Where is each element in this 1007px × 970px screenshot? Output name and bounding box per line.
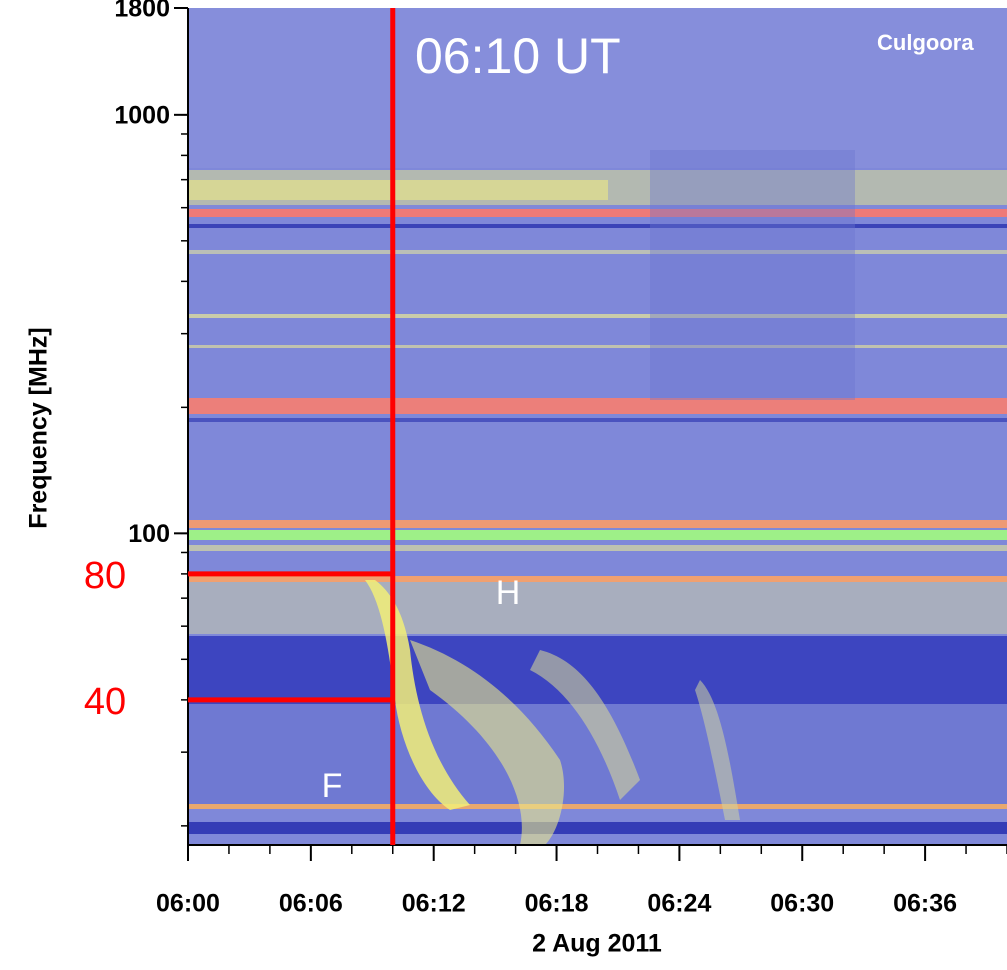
time-annotation: 06:10 UT <box>415 28 621 84</box>
burst-annotation: F <box>322 767 343 805</box>
y-axis-label: Frequency [MHz] <box>25 327 53 528</box>
x-tick-label: 06:18 <box>525 890 589 918</box>
station-label: Culgoora <box>877 30 974 55</box>
x-axis-label: 2 Aug 2011 <box>532 930 662 958</box>
x-tick-label: 06:06 <box>279 890 343 918</box>
spectrogram <box>188 8 1007 845</box>
freq-marker-label: 40 <box>84 681 126 723</box>
x-tick-label: 06:00 <box>156 890 220 918</box>
y-tick-label: 1800 <box>114 0 170 23</box>
y-tick-label: 1000 <box>114 101 170 129</box>
burst-annotation: H <box>496 574 521 612</box>
x-tick-label: 06:30 <box>770 890 834 918</box>
x-tick-label: 06:36 <box>893 890 957 918</box>
x-tick-label: 06:12 <box>402 890 466 918</box>
x-tick-label: 06:24 <box>647 890 711 918</box>
freq-marker-label: 80 <box>84 555 126 597</box>
y-tick-label: 100 <box>128 520 170 548</box>
